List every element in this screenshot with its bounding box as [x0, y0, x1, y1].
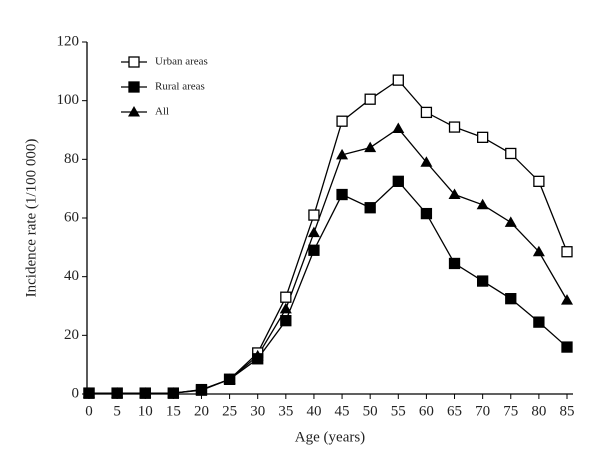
- marker: [364, 141, 377, 153]
- marker: [139, 387, 152, 398]
- y-axis-label: Incidence rate (1/100 000): [23, 139, 39, 298]
- marker: [336, 115, 348, 127]
- marker: [392, 74, 404, 86]
- legend-marker: [128, 81, 140, 93]
- marker: [532, 245, 545, 257]
- marker: [336, 148, 349, 160]
- marker: [167, 387, 180, 398]
- marker: [280, 291, 292, 303]
- marker: [279, 302, 292, 314]
- x-tick-label: 20: [194, 403, 209, 419]
- x-tick-label: 80: [531, 403, 546, 419]
- x-tick-label: 65: [447, 403, 462, 419]
- x-tick-label: 40: [306, 403, 321, 419]
- legend-label: All: [155, 106, 169, 118]
- marker: [392, 175, 404, 187]
- series-line: [89, 79, 568, 394]
- x-tick-label: 60: [419, 403, 434, 419]
- marker: [448, 257, 461, 270]
- marker: [83, 387, 95, 398]
- marker: [533, 316, 545, 328]
- y-tick-label: 0: [72, 385, 80, 401]
- marker: [308, 244, 320, 256]
- marker: [505, 147, 517, 160]
- marker: [280, 315, 292, 327]
- marker: [448, 121, 461, 133]
- x-tick-label: 85: [560, 403, 575, 419]
- y-tick-label: 80: [64, 151, 79, 167]
- marker: [533, 175, 545, 187]
- marker: [420, 207, 433, 220]
- legend-label: Urban areas: [155, 56, 208, 68]
- marker: [476, 198, 489, 210]
- marker: [420, 106, 433, 119]
- marker: [448, 188, 461, 200]
- y-tick-label: 60: [64, 209, 79, 225]
- legend-label: Rural areas: [155, 81, 205, 93]
- marker: [336, 188, 348, 201]
- marker: [504, 216, 517, 227]
- marker: [476, 275, 489, 287]
- marker: [223, 373, 236, 384]
- marker: [505, 293, 517, 305]
- y-tick-label: 40: [64, 268, 79, 284]
- x-tick-label: 45: [335, 403, 350, 419]
- x-tick-label: 15: [166, 403, 181, 419]
- marker: [561, 341, 573, 353]
- marker: [561, 246, 573, 258]
- y-tick-label: 120: [57, 33, 80, 49]
- marker: [364, 93, 376, 105]
- x-tick-label: 10: [138, 403, 153, 419]
- x-tick-label: 30: [250, 403, 265, 419]
- marker: [251, 349, 264, 361]
- x-tick-label: 35: [278, 403, 293, 419]
- marker: [307, 226, 320, 238]
- y-tick-label: 100: [57, 92, 80, 108]
- x-axis-label: Age (years): [295, 429, 365, 445]
- x-tick-label: 55: [391, 403, 406, 419]
- marker: [420, 156, 433, 167]
- marker: [392, 122, 405, 134]
- marker: [195, 383, 208, 395]
- marker: [476, 131, 489, 143]
- x-tick-label: 0: [85, 403, 93, 419]
- y-tick-label: 20: [64, 327, 79, 343]
- x-tick-label: 70: [475, 403, 490, 419]
- x-tick-label: 75: [503, 403, 518, 419]
- x-tick-label: 25: [222, 403, 237, 419]
- x-tick-label: 5: [113, 403, 121, 419]
- marker: [111, 387, 124, 398]
- x-tick-label: 50: [363, 403, 378, 419]
- legend-marker: [128, 56, 140, 68]
- marker: [561, 294, 573, 305]
- marker: [364, 202, 376, 214]
- marker: [308, 209, 320, 221]
- legend-marker: [128, 106, 140, 117]
